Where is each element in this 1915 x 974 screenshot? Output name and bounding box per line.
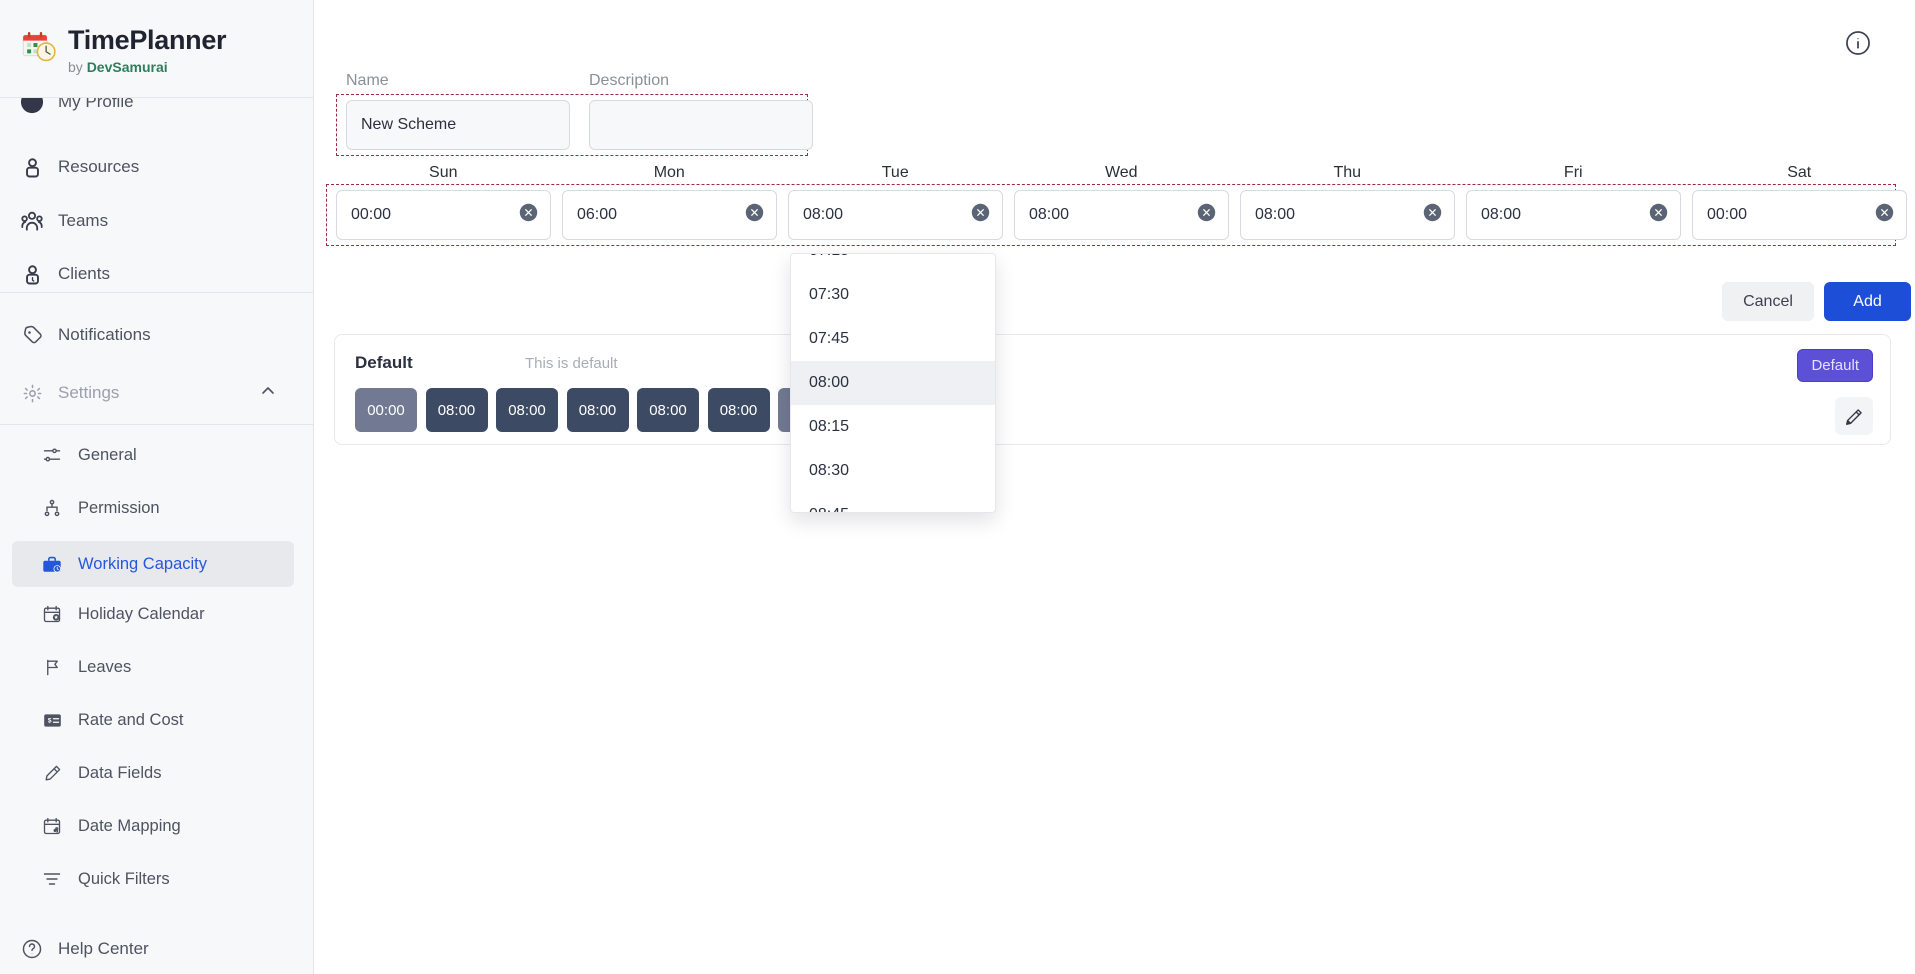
- svg-text:$: $: [47, 717, 51, 724]
